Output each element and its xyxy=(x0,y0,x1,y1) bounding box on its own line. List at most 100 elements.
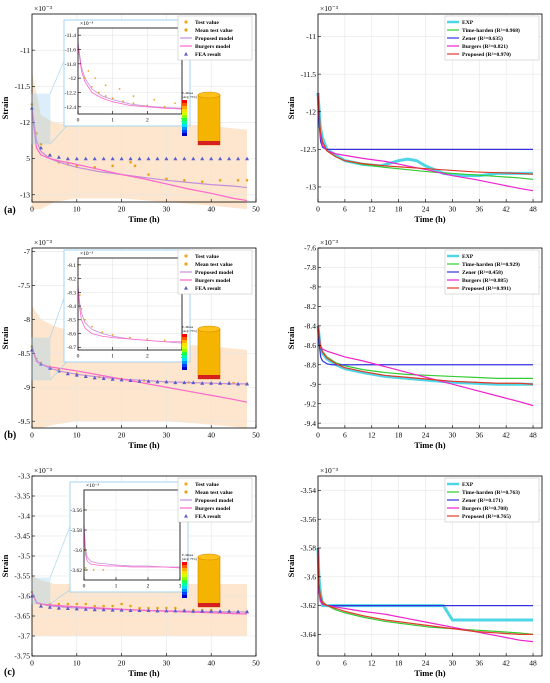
fea-marker xyxy=(182,380,187,385)
y-tick-label: -8 xyxy=(24,315,30,324)
contour-swatch xyxy=(182,583,187,586)
contour-swatch xyxy=(182,112,187,115)
series-proposed-model xyxy=(31,107,248,189)
cylinder-body xyxy=(197,94,221,146)
test-point xyxy=(86,569,89,571)
fea-marker xyxy=(146,379,151,383)
test-point xyxy=(87,70,90,72)
x-tick-label: 42 xyxy=(502,205,510,214)
y-tick-label: -8.8 xyxy=(304,360,316,369)
fea-marker xyxy=(38,604,43,608)
y-axis-label: Strain xyxy=(0,96,10,119)
fea-marker xyxy=(83,607,88,611)
contour-title: E, Mises xyxy=(182,325,194,330)
y-tick-label: -13 xyxy=(20,190,30,199)
fea-marker xyxy=(173,156,178,161)
fea-marker xyxy=(47,366,52,370)
contour-swatch xyxy=(182,103,187,106)
exponent-label: ×10⁻³ xyxy=(34,4,53,13)
y-tick-label: -3.64 xyxy=(300,630,316,639)
x-axis-label: Time (h) xyxy=(128,214,159,224)
y-axis-label: Strain xyxy=(0,554,10,577)
test-point xyxy=(90,85,93,88)
contour-swatch xyxy=(182,115,187,118)
test-point xyxy=(138,606,141,610)
y-tick-label: -12 xyxy=(306,107,316,116)
contour-swatch xyxy=(182,121,187,124)
test-point xyxy=(174,606,177,610)
contour-swatch xyxy=(182,358,187,361)
x-tick-label: 1 xyxy=(111,354,114,360)
contour-swatch xyxy=(182,334,187,337)
test-point xyxy=(102,569,105,571)
y-tick-label: -11.5 xyxy=(301,70,317,79)
legend-entry: EXP xyxy=(462,254,474,260)
x-tick-label: 42 xyxy=(502,659,510,668)
series-proposed-model xyxy=(77,42,183,109)
test-point xyxy=(153,98,156,101)
fea-marker xyxy=(83,374,88,378)
series-burgers-model xyxy=(77,289,182,343)
test-point xyxy=(84,318,86,321)
y-tick-label: -3.58 xyxy=(300,544,316,553)
fea-marker xyxy=(182,608,187,613)
test-point xyxy=(104,95,107,97)
fea-marker xyxy=(74,606,79,611)
series-proposed-r-0-970 xyxy=(317,92,534,175)
y-tick-label: -8.5 xyxy=(67,318,76,324)
test-point xyxy=(236,179,240,182)
test-point xyxy=(122,100,124,102)
chart-b-right: 0 6 12 18 24 30 36 42 48 -7.6 -7.8 -8 -8.2 -8.4 -8.6 -8… xyxy=(286,238,543,450)
x-tick-label: 0 xyxy=(316,659,320,668)
x-tick-label: 6 xyxy=(343,205,347,214)
fea-contour-legend: E, Mises(Avg: 75%) xyxy=(182,553,221,608)
fea-marker xyxy=(173,608,178,613)
test-point xyxy=(111,97,114,100)
contour-swatch xyxy=(182,571,187,574)
legend-entry: Mean test value xyxy=(195,262,233,268)
panel-label-b: (b) xyxy=(4,430,16,441)
fea-marker xyxy=(137,608,142,612)
test-point xyxy=(90,325,93,328)
x-tick-label: 24 xyxy=(422,205,430,214)
y-tick-label: -3.6 xyxy=(18,592,30,601)
fea-marker xyxy=(245,609,250,614)
contour-subtitle: (Avg: 75%) xyxy=(182,95,197,99)
legend-entry: Burgers model xyxy=(195,278,231,284)
fea-marker xyxy=(128,608,133,612)
fea-marker xyxy=(155,608,160,613)
contour-swatch xyxy=(182,118,187,121)
y-tick-label: -8.7 xyxy=(67,345,76,351)
x-tick-label: 30 xyxy=(163,205,171,214)
x-tick-label: 2 xyxy=(146,118,149,124)
fea-marker xyxy=(101,607,106,612)
y-tick-label: -13 xyxy=(306,183,316,192)
contour-swatch xyxy=(182,109,187,112)
x-tick-label: 2 xyxy=(147,584,150,590)
fea-marker xyxy=(245,156,250,161)
contour-subtitle: (Avg: 75%) xyxy=(182,557,197,561)
zoom-region xyxy=(31,93,51,145)
confidence-band xyxy=(32,71,248,210)
test-point xyxy=(118,88,121,90)
legend-entry: Burgers model xyxy=(195,506,231,512)
zoom-region xyxy=(31,577,51,605)
fea-marker xyxy=(164,379,169,384)
test-point xyxy=(92,569,95,571)
x-tick-label: 50 xyxy=(252,659,260,668)
x-tick-label: 50 xyxy=(252,431,260,440)
y-tick-label: -8.6 xyxy=(304,341,316,350)
fea-marker xyxy=(92,607,97,612)
test-point xyxy=(174,102,176,105)
x-tick-label: 36 xyxy=(476,431,484,440)
series-burgers-r-0-708 xyxy=(317,547,534,643)
test-point xyxy=(132,95,135,97)
test-point xyxy=(146,338,149,340)
fea-marker xyxy=(119,377,124,382)
y-tick-label: -11.8 xyxy=(65,62,77,68)
cylinder-body xyxy=(197,328,221,380)
test-point xyxy=(102,604,105,608)
fea-marker xyxy=(65,606,70,610)
